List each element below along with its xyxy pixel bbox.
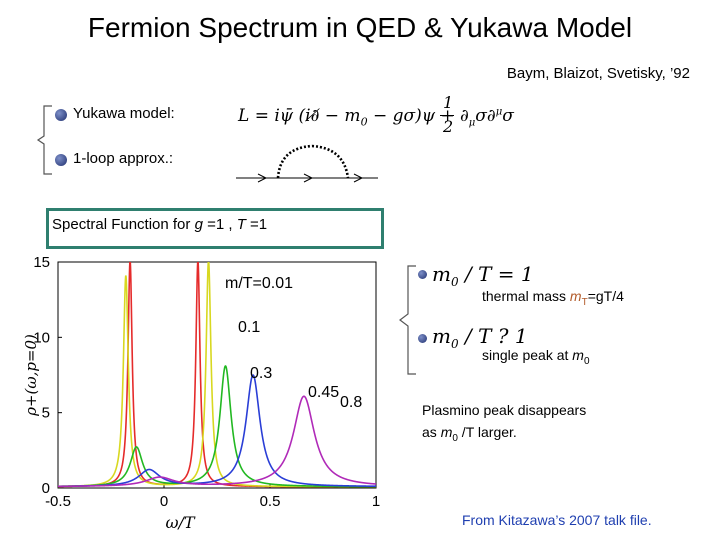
slide-title: Fermion Spectrum in QED & Yukawa Model: [87, 12, 633, 43]
fraction-bar: [440, 115, 454, 116]
series-line-1: [58, 262, 376, 488]
half-num: 1: [443, 93, 454, 112]
spectral-function-label: Spectral Function for g =1 , T =1: [52, 216, 268, 233]
bullet-one-loop: 1-loop approx.:: [73, 150, 174, 167]
series-label: 0.45: [308, 384, 339, 401]
y-tick-label: 0: [42, 480, 50, 497]
lagrangian: L = iψ̄ (i∂̸ − m0 − gσ)ψ +: [238, 106, 455, 129]
eq-m0-over-t-2: m0 / T ? 1: [432, 324, 528, 351]
bullet-icon: [55, 109, 67, 121]
series-line-2: [58, 365, 376, 488]
y-tick-label: 5: [42, 405, 50, 422]
x-axis-label: ω/T: [165, 513, 195, 532]
eq-m0-over-t-1: m0 / T = 1: [432, 262, 534, 289]
plot-frame: [57, 261, 377, 489]
plasmino-note-line1: Plasmino peak disappears: [422, 402, 587, 418]
bullet-icon: [418, 334, 427, 343]
plasmino-note-line2: as m0 /T larger.: [422, 424, 517, 444]
bullet-bracket: [36, 105, 52, 175]
series-line-4: [58, 395, 376, 488]
right-bracket: [399, 265, 416, 375]
y-tick-label: 15: [33, 254, 50, 271]
series-label: 0.3: [250, 365, 272, 382]
one-loop-diagram: [236, 144, 378, 183]
series-line-0: [58, 262, 376, 488]
series-label: 0.1: [238, 319, 260, 336]
bullet-yukawa: Yukawa model:: [73, 105, 175, 122]
y-tick-label: 10: [33, 329, 50, 346]
bullet-icon: [418, 270, 427, 279]
kinetic-term: ∂μσ∂μσ: [460, 106, 514, 129]
series-label: 0.8: [340, 394, 362, 411]
x-tick-label: 0.5: [260, 493, 281, 510]
x-tick-label: 1: [372, 493, 380, 510]
series-label: m/T=0.01: [225, 275, 293, 292]
thermal-mass-note: thermal mass mT=gT/4: [482, 288, 624, 308]
x-tick-label: 0: [160, 493, 168, 510]
spectral-function-box: [46, 208, 384, 249]
credit: From Kitazawa’s 2007 talk file.: [462, 512, 652, 528]
reference: Baym, Blaizot, Svetisky, ’92: [506, 65, 690, 82]
single-peak-note: single peak at m0: [482, 347, 590, 367]
bullet-icon: [55, 154, 67, 166]
y-axis-label: ρ+(ω,p=0): [22, 334, 40, 417]
x-tick-label: -0.5: [45, 493, 71, 510]
half-den: 2: [443, 117, 454, 136]
